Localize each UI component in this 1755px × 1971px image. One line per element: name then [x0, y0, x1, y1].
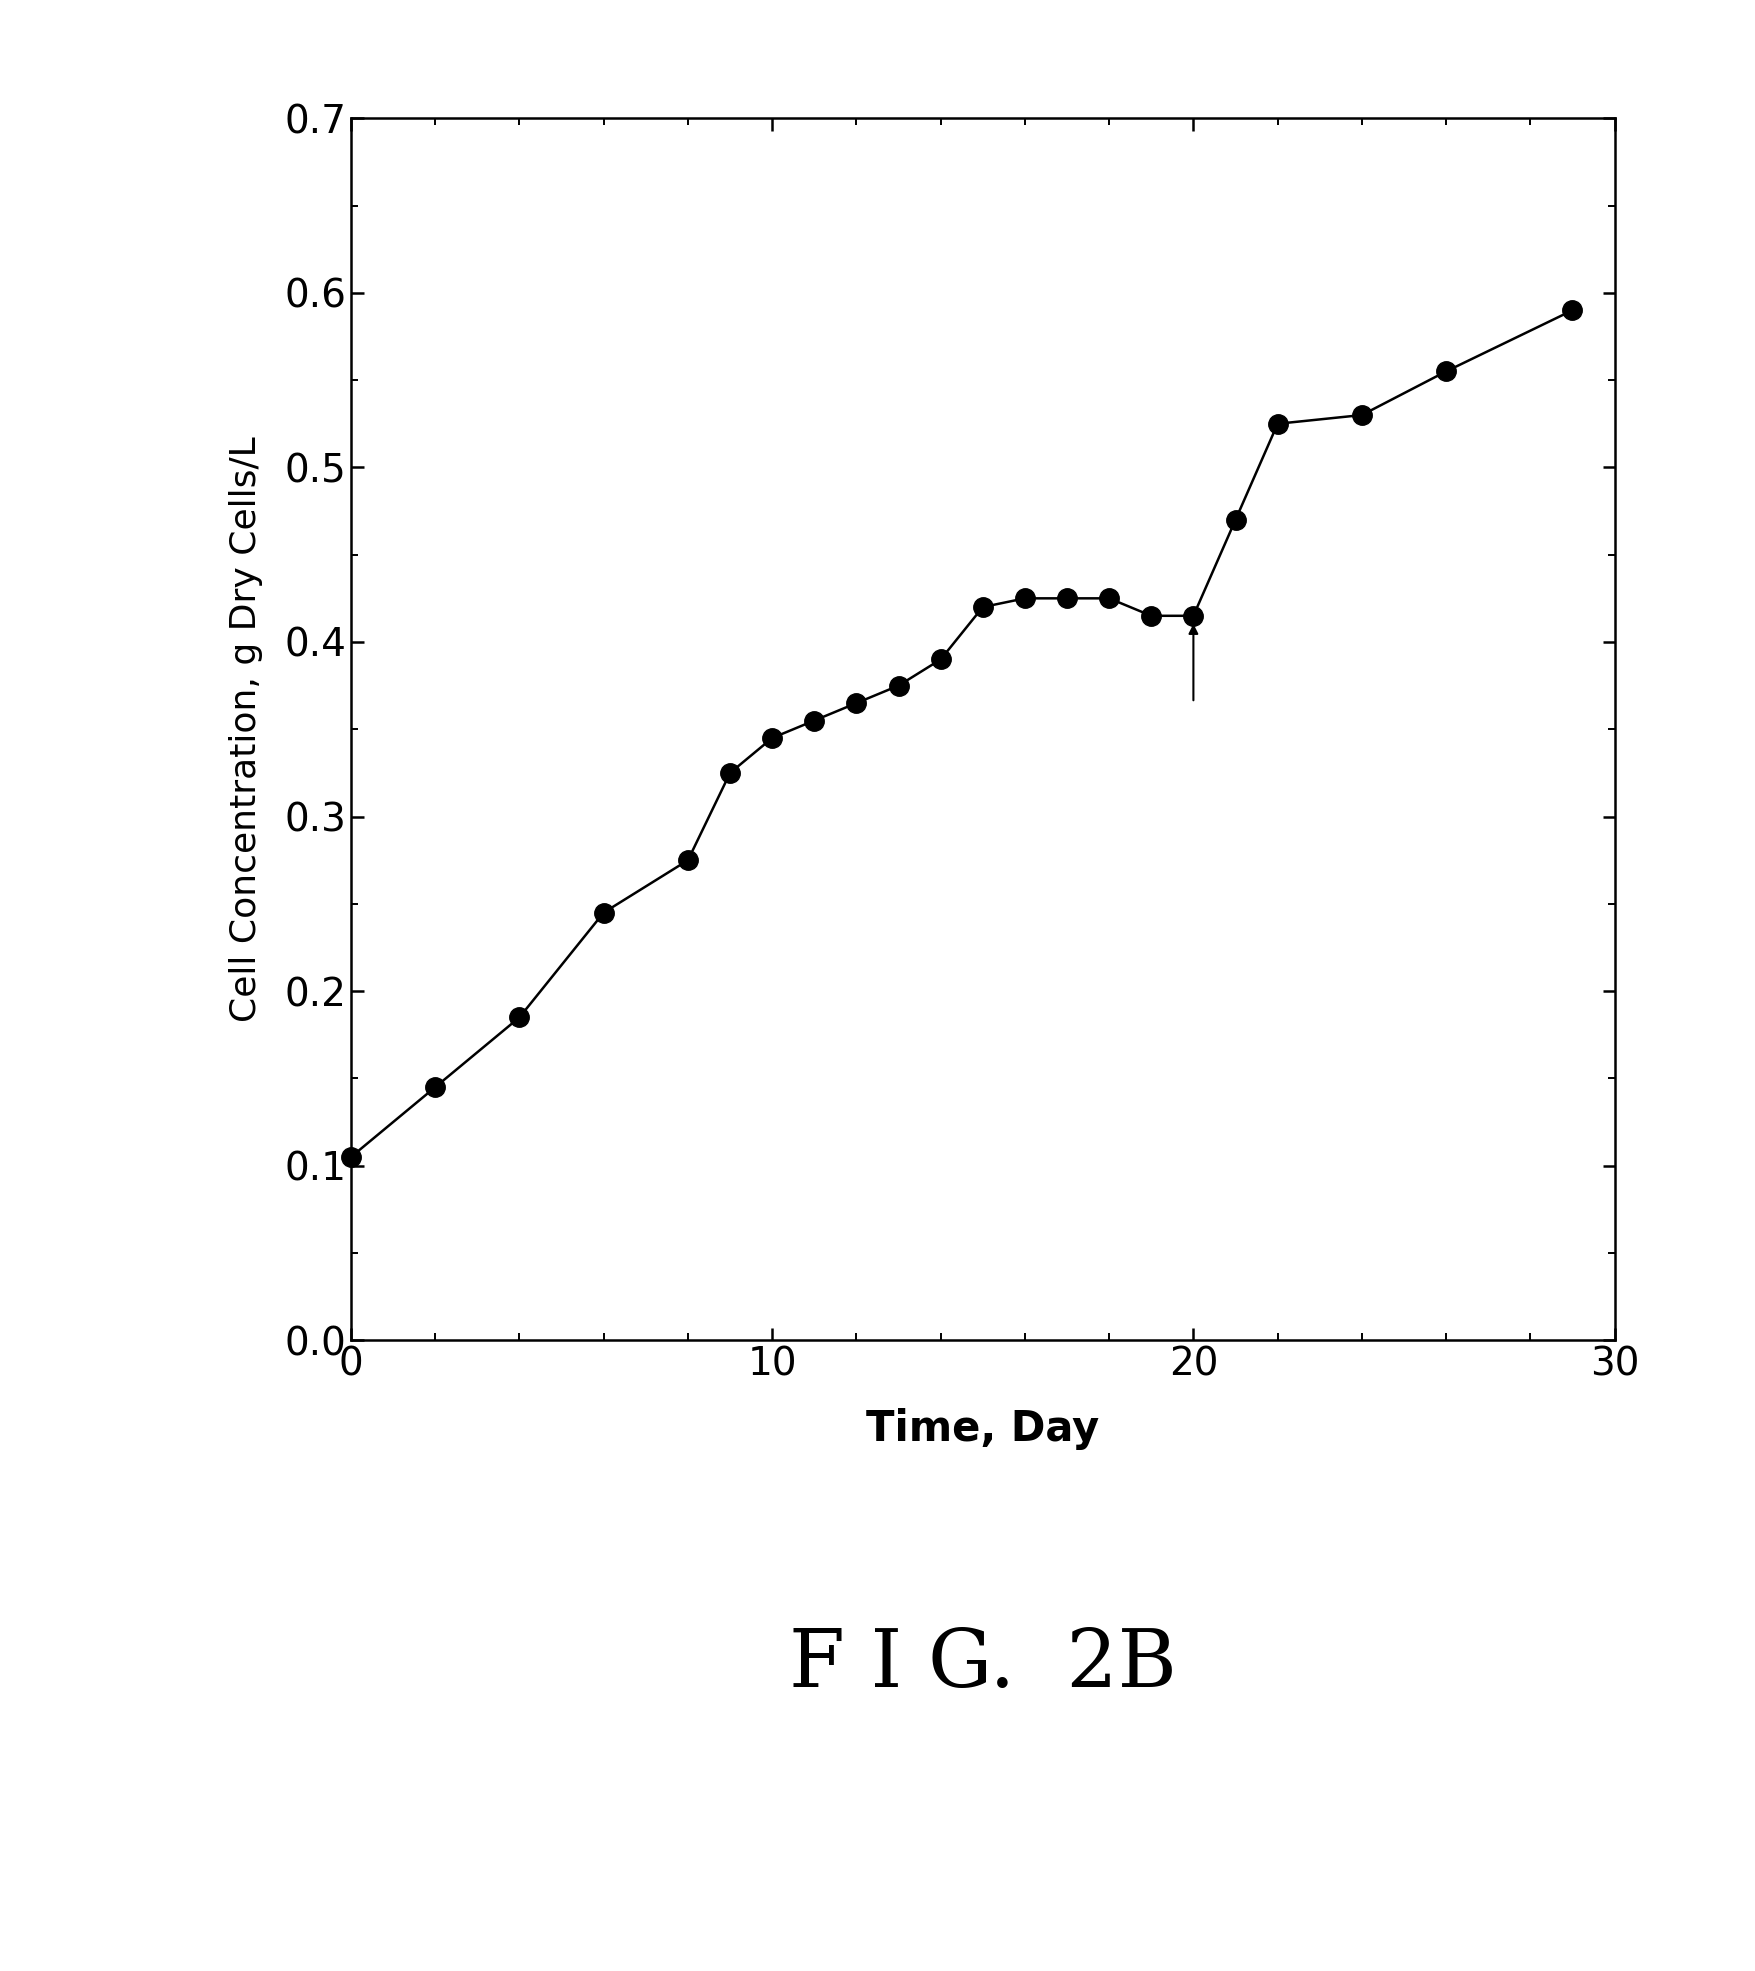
Text: F I G.  2B: F I G. 2B: [790, 1626, 1176, 1705]
X-axis label: Time, Day: Time, Day: [867, 1407, 1099, 1451]
Y-axis label: Cell Concentration, g Dry Cells/L: Cell Concentration, g Dry Cells/L: [230, 436, 263, 1023]
